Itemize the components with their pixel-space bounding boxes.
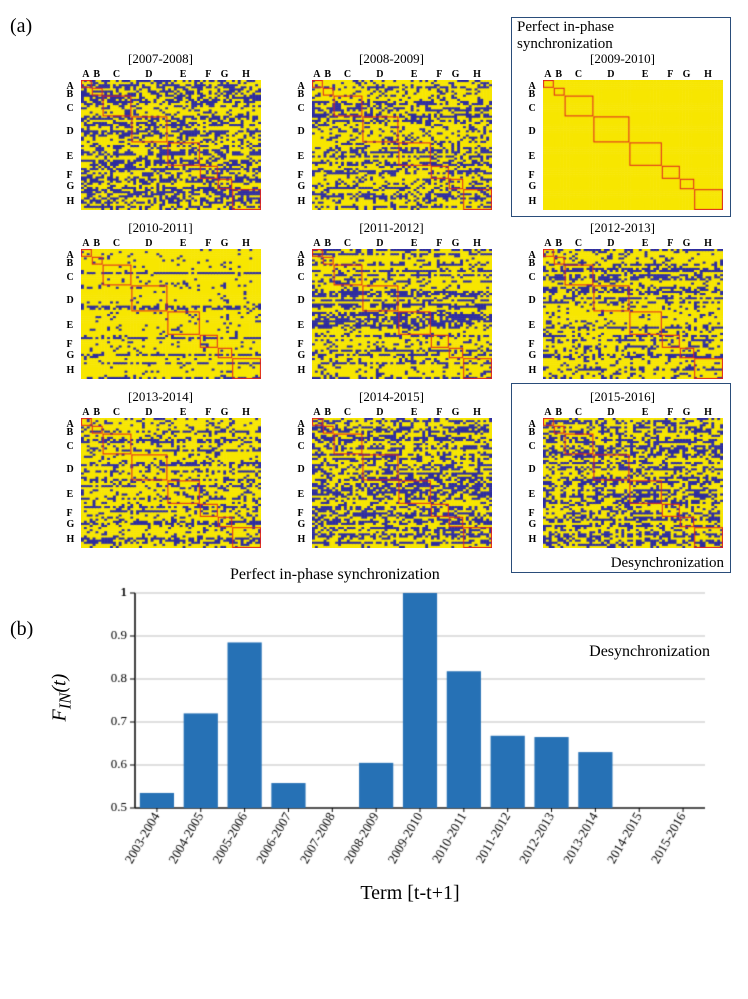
matrix-left-labels: ABCDEFGH (529, 83, 537, 213)
matrix-wrap: ABCDEFGH ABCDEFGH (523, 69, 723, 210)
bar-chart: Perfect in-phase synchronization Desynch… (80, 578, 720, 908)
matrix-left-labels: ABCDEFGH (298, 83, 306, 213)
matrix-left-labels: ABCDEFGH (529, 421, 537, 551)
y-axis-label: FIN(t) (49, 674, 76, 722)
matrix-wrap: ABCDEFGH ABCDEFGH (61, 238, 261, 379)
matrix-title: [2015-2016] (517, 389, 728, 405)
matrix-top-labels: ABCDEFGH (543, 238, 723, 249)
matrix-canvas (81, 249, 261, 379)
matrix-wrap: ABCDEFGH ABCDEFGH (523, 407, 723, 548)
annot-sync: Perfect in-phase synchronization (230, 566, 440, 584)
matrix-left-labels: ABCDEFGH (67, 421, 75, 551)
matrix-canvas (81, 418, 261, 548)
matrix-left-labels: ABCDEFGH (529, 252, 537, 382)
panel-b: (b) Perfect in-phase synchronization Des… (10, 578, 738, 908)
matrix-left-labels: ABCDEFGH (67, 252, 75, 382)
panel-b-label: (b) (10, 618, 33, 641)
matrix-title: [2010-2011] (55, 220, 266, 236)
matrix-canvas (312, 80, 492, 210)
matrix-top-labels: ABCDEFGH (81, 407, 261, 418)
matrix-title: [2014-2015] (286, 389, 497, 405)
matrix-6: [2013-2014] ABCDEFGH ABCDEFGH (55, 389, 266, 548)
x-axis-label: Term [t-t+1] (140, 882, 680, 905)
matrix-left-labels: ABCDEFGH (298, 421, 306, 551)
highlight-label-sync: Perfect in-phase synchronization (517, 19, 614, 53)
matrix-1: [2008-2009] ABCDEFGH ABCDEFGH (286, 51, 497, 210)
matrix-5: [2012-2013] ABCDEFGH ABCDEFGH (517, 220, 728, 379)
panel-a-label: (a) (10, 15, 32, 38)
matrix-top-labels: ABCDEFGH (312, 407, 492, 418)
matrix-canvas (543, 249, 723, 379)
matrix-wrap: ABCDEFGH ABCDEFGH (292, 69, 492, 210)
matrix-wrap: ABCDEFGH ABCDEFGH (523, 238, 723, 379)
matrix-top-labels: ABCDEFGH (543, 407, 723, 418)
highlight-label-desync: Desynchronization (611, 555, 724, 572)
matrix-2: Perfect in-phase synchronization[2009-20… (517, 51, 728, 210)
matrix-title: [2013-2014] (55, 389, 266, 405)
matrix-title: [2008-2009] (286, 51, 497, 67)
panel-a: (a) [2007-2008]ABCDEFGHABCDEFGH[2008-200… (10, 10, 738, 553)
matrix-0: [2007-2008] ABCDEFGH ABCDEFGH (55, 51, 266, 210)
matrix-top-labels: ABCDEFGH (312, 238, 492, 249)
matrix-7: [2014-2015] ABCDEFGH ABCDEFGH (286, 389, 497, 548)
matrix-8: [2015-2016]ABCDEFGHABCDEFGHDesynchroniza… (517, 389, 728, 548)
matrix-wrap: ABCDEFGH ABCDEFGH (61, 407, 261, 548)
matrix-title: [2007-2008] (55, 51, 266, 67)
matrix-title: [2012-2013] (517, 220, 728, 236)
matrix-wrap: ABCDEFGH ABCDEFGH (292, 238, 492, 379)
matrix-top-labels: ABCDEFGH (312, 69, 492, 80)
matrix-canvas (543, 80, 723, 210)
matrix-wrap: ABCDEFGH ABCDEFGH (292, 407, 492, 548)
matrix-top-labels: ABCDEFGH (543, 69, 723, 80)
matrix-title: [2011-2012] (286, 220, 497, 236)
matrix-canvas (312, 249, 492, 379)
matrix-3: [2010-2011] ABCDEFGH ABCDEFGH (55, 220, 266, 379)
matrix-canvas (543, 418, 723, 548)
bar-chart-canvas (80, 578, 720, 878)
matrix-4: [2011-2012] ABCDEFGH ABCDEFGH (286, 220, 497, 379)
matrix-top-labels: ABCDEFGH (81, 69, 261, 80)
matrix-left-labels: ABCDEFGH (67, 83, 75, 213)
matrix-left-labels: ABCDEFGH (298, 252, 306, 382)
matrix-wrap: ABCDEFGH ABCDEFGH (61, 69, 261, 210)
annot-desync: Desynchronization (589, 643, 710, 661)
matrix-canvas (312, 418, 492, 548)
matrix-canvas (81, 80, 261, 210)
matrix-title: [2009-2010] (517, 51, 728, 67)
matrix-top-labels: ABCDEFGH (81, 238, 261, 249)
matrix-grid: [2007-2008] ABCDEFGH ABCDEFGH [2008-2009] AB… (50, 15, 738, 553)
